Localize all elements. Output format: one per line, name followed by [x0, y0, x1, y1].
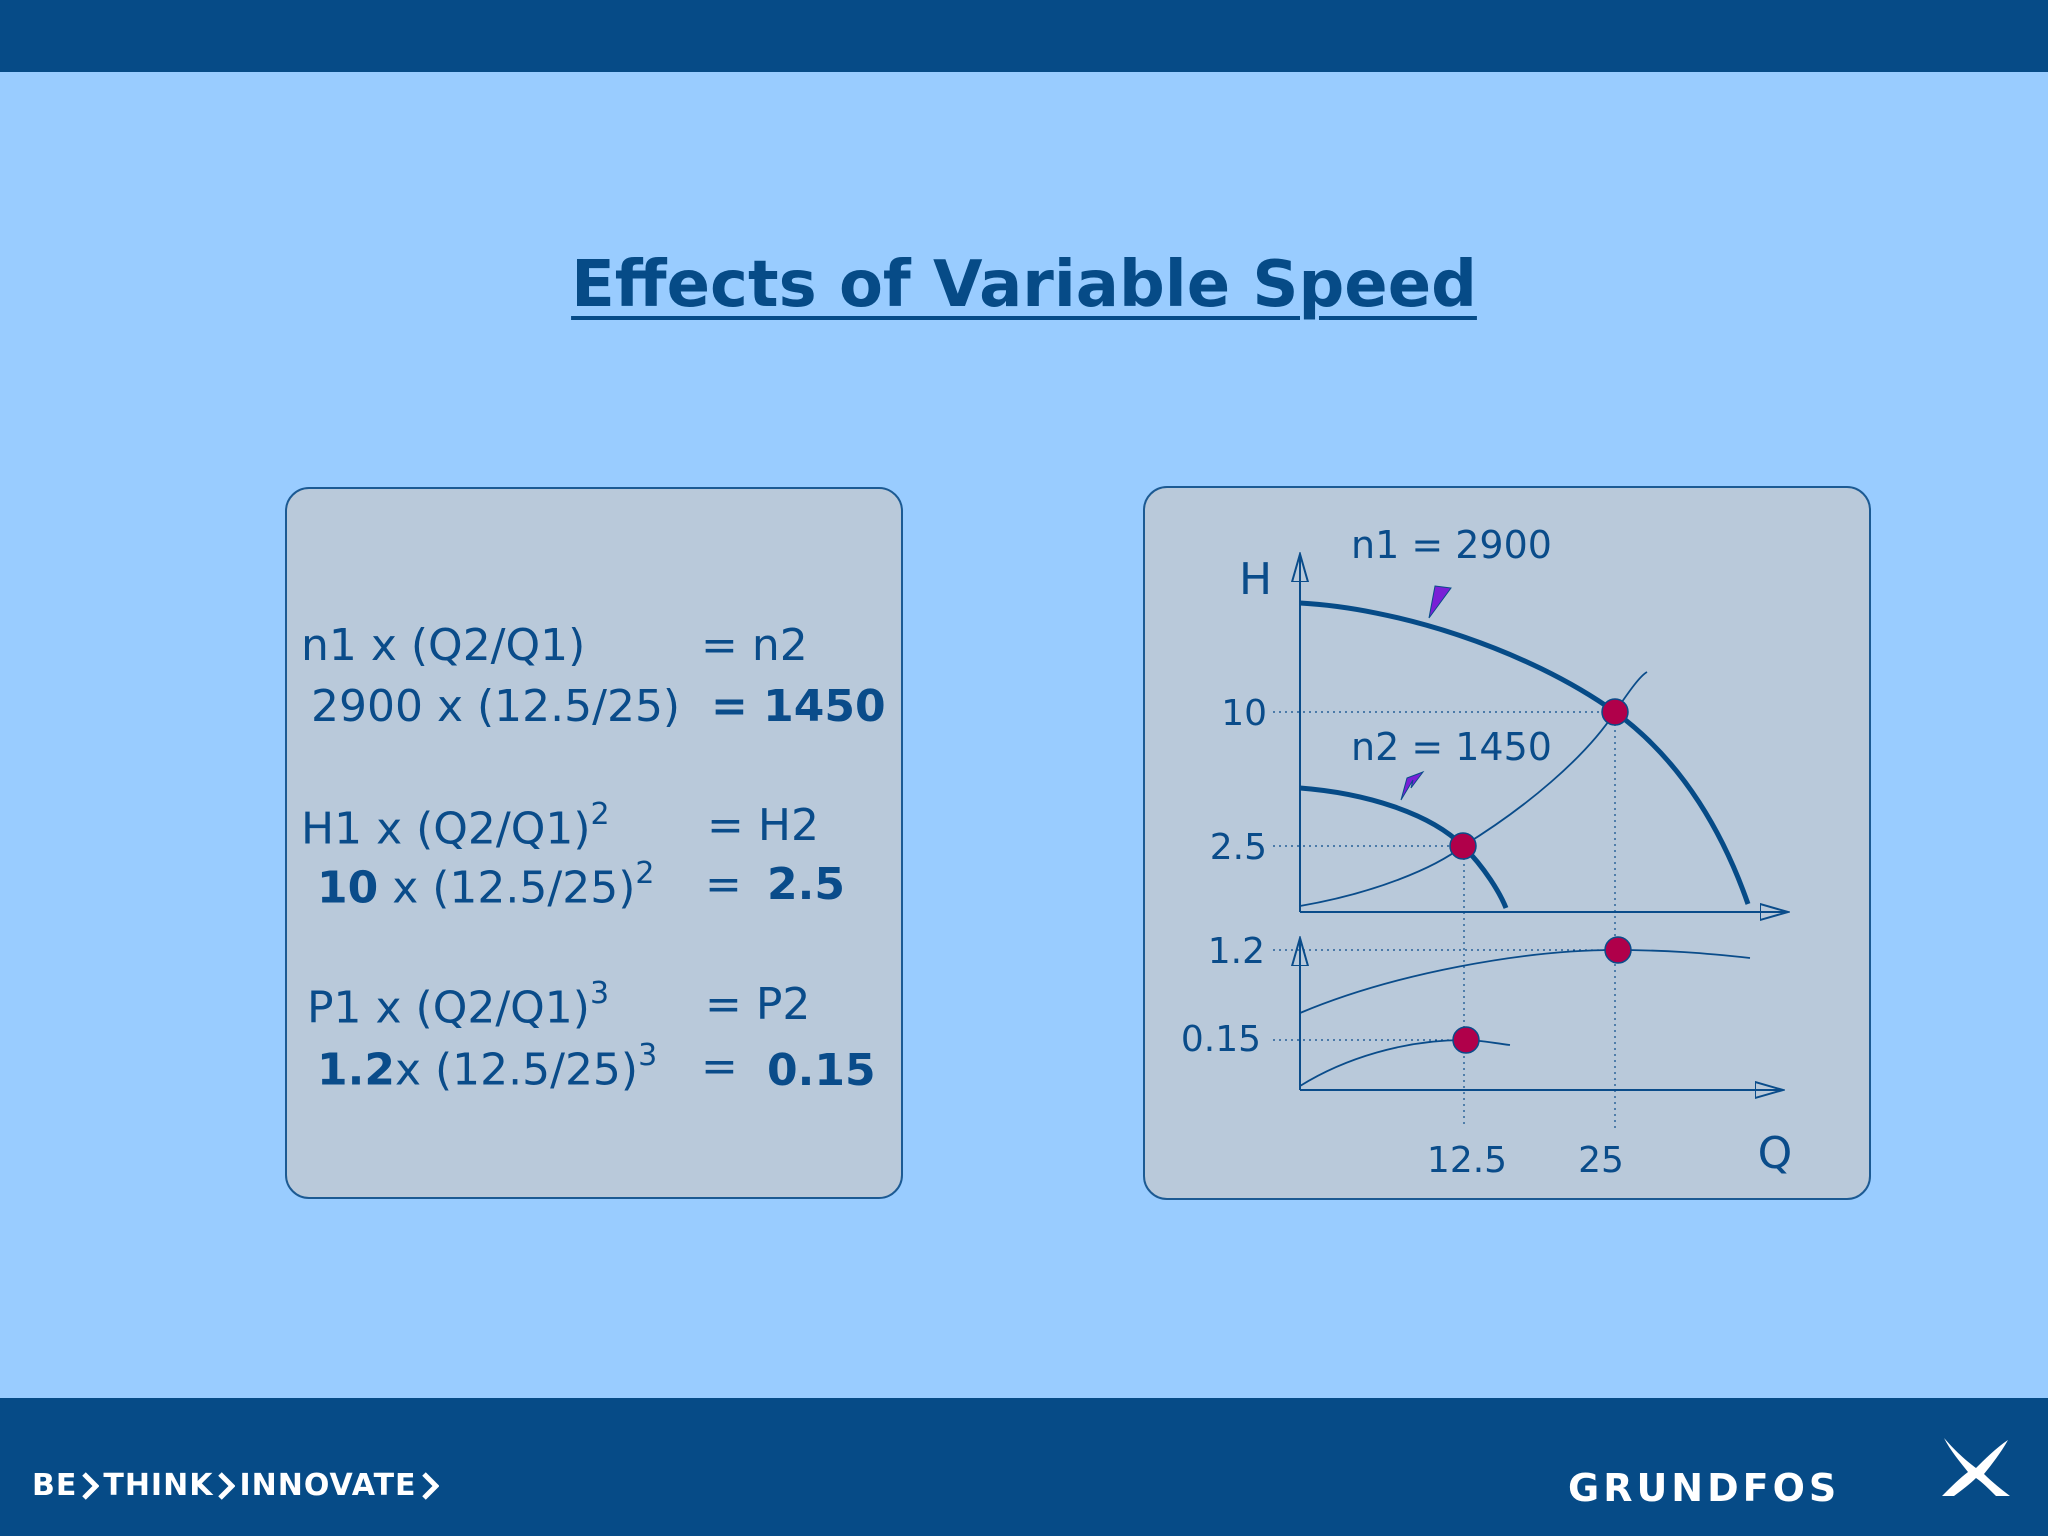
exponent: 2: [590, 797, 610, 832]
power-curve-n2: [1299, 1039, 1511, 1087]
equation-speed-rhs: = n2: [701, 620, 808, 671]
equation-power-equals: =: [701, 1041, 738, 1092]
tick-x-12-5: 12.5: [1427, 1140, 1507, 1181]
equation-head-values: 10 x (12.5/25)2: [317, 856, 655, 914]
exponent: 3: [589, 976, 610, 1011]
reference-lines: [1273, 711, 1618, 1128]
equation-power-values: 1.2x (12.5/25)3: [317, 1038, 658, 1096]
exponent: 3: [638, 1038, 658, 1073]
tick-lower-1-2: 1.2: [1208, 931, 1265, 972]
grundfos-logo-icon: [1942, 1438, 2010, 1496]
pump-curve-chart: H n1 = 2900 n2 = 1450 10 2.5 1.2 0.15 12…: [1181, 523, 1793, 1181]
bottom-bar: [0, 1398, 2048, 1536]
tick-upper-10: 10: [1221, 693, 1267, 734]
equation-speed-lhs: n1 x (Q2/Q1): [301, 620, 586, 671]
equation-power-result: 0.15: [767, 1045, 876, 1096]
chevron-right-icon: [421, 1471, 439, 1500]
curve-n2: [1299, 785, 1509, 909]
tagline-be: BE: [32, 1468, 78, 1503]
equation-speed-values: 2900 x (12.5/25): [311, 681, 681, 732]
chevron-right-icon: [82, 1471, 100, 1500]
tagline-think: THINK: [103, 1468, 214, 1503]
slide-title: Effects of Variable Speed: [571, 248, 1477, 322]
equation-power-rhs: = P2: [705, 979, 811, 1030]
tagline-innovate: INNOVATE: [239, 1468, 417, 1503]
pump-curve-panel: H n1 = 2900 n2 = 1450 10 2.5 1.2 0.15 12…: [1143, 486, 1871, 1200]
equation-head-equals: =: [705, 859, 742, 910]
y-axis-label-h: H: [1239, 554, 1272, 605]
x-axis-label-q: Q: [1758, 1128, 1793, 1179]
pointer-n2: [1400, 770, 1425, 801]
chevron-right-icon: [218, 1471, 236, 1500]
equation-head-lhs: H1 x (Q2/Q1)2: [301, 797, 610, 855]
equation-head-rhs: = H2: [707, 800, 819, 851]
power-curve-n1: [1299, 949, 1751, 1014]
tick-upper-2-5: 2.5: [1210, 827, 1267, 868]
pointer-n1: [1428, 585, 1452, 619]
equation-power-lhs: P1 x (Q2/Q1)3: [307, 976, 610, 1034]
tick-lower-0-15: 0.15: [1181, 1019, 1261, 1060]
top-bar: [0, 0, 2048, 72]
label-n2: n2 = 1450: [1351, 725, 1552, 769]
label-n1: n1 = 2900: [1351, 523, 1552, 567]
exponent: 2: [635, 856, 655, 891]
brand-name: GRUNDFOS: [1568, 1466, 1841, 1510]
tick-x-25: 25: [1578, 1140, 1624, 1181]
operating-points: [1449, 698, 1632, 1054]
equation-speed-result: = 1450: [711, 681, 886, 732]
system-curve: [1299, 671, 1648, 907]
tagline: BE THINK INNOVATE: [32, 1468, 443, 1503]
equations-panel: n1 x (Q2/Q1) = n2 2900 x (12.5/25) = 145…: [285, 487, 903, 1199]
equation-head-result: 2.5: [767, 859, 845, 910]
